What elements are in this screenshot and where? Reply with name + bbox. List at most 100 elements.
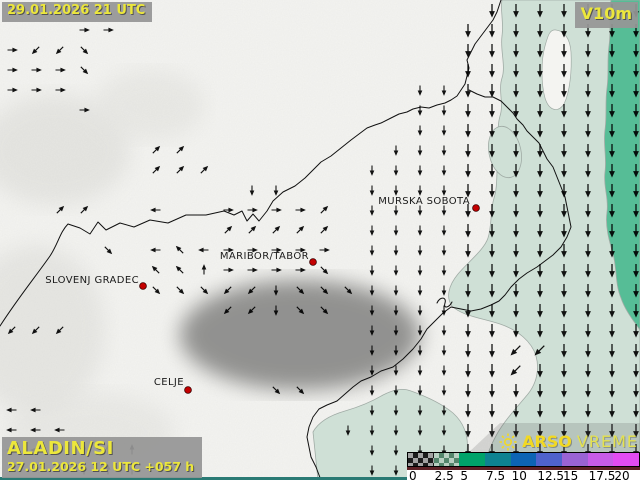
wind-arrow [200, 165, 209, 174]
wind-arrow [465, 24, 471, 38]
wind-arrow [272, 386, 281, 395]
wind-arrow [201, 264, 207, 275]
wind-arrow [633, 264, 639, 278]
legend-tick-label: 7.5 [486, 469, 506, 480]
wind-arrow [417, 125, 423, 136]
wind-arrow [176, 145, 185, 154]
wind-arrow [56, 205, 65, 214]
border-line [436, 297, 453, 308]
wind-arrow [417, 305, 423, 316]
legend-color-cell [459, 453, 486, 466]
wind-arrow [513, 184, 519, 198]
wind-arrow [223, 306, 232, 315]
wind-arrow [393, 365, 399, 376]
watermark-arso: ARSO [522, 432, 572, 451]
wind-arrow [320, 266, 329, 275]
wind-arrow [441, 425, 447, 436]
wind-arrow [561, 224, 567, 238]
wind-arrow [585, 424, 591, 438]
variable-label: V10m [574, 2, 638, 29]
wind-arrow [441, 245, 447, 256]
wind-arrow [585, 344, 591, 358]
wind-arrow [513, 224, 519, 238]
wind-arrow [513, 264, 519, 278]
wind-arrow [561, 24, 567, 38]
wind-arrow [537, 164, 543, 178]
wind-arrow [585, 404, 591, 418]
legend-tick-label: 2.5 [434, 469, 454, 480]
wind-arrow [633, 384, 639, 398]
wind-arrow [561, 44, 567, 58]
wind-arrow [609, 124, 615, 138]
wind-arrow [609, 204, 615, 218]
watermark-shade-band [468, 423, 640, 453]
legend-tick-labels: 0 2.5 5 7.5 10 12.5 15 17.5 20 [407, 469, 640, 480]
city-label: MURSKA SOBOTA [378, 196, 470, 207]
wind-arrow [369, 325, 375, 336]
wind-arrow [633, 224, 639, 238]
legend-color-cell [408, 453, 434, 466]
wind-arrow [417, 405, 423, 416]
wind-arrow [489, 144, 495, 158]
wind-arrow [561, 164, 567, 178]
model-info-box: ALADIN/SI 27.01.2026 12 UTC +057 h [2, 436, 203, 478]
wind-arrow [561, 404, 567, 418]
legend-color-cell [613, 453, 640, 466]
wind-arrow [224, 225, 233, 234]
valid-time-label: 29.01.2026 21 UTC [2, 2, 153, 22]
city-dot [184, 386, 192, 394]
wind-arrow [296, 306, 305, 315]
wind-arrow [489, 224, 495, 238]
wind-arrow [271, 267, 282, 273]
wind-arrow [152, 286, 161, 295]
wind-arrow [609, 284, 615, 298]
wind-arrow [247, 207, 258, 213]
wind-arrow [537, 104, 543, 118]
wind-arrow [441, 165, 447, 176]
wind-arrow [609, 404, 615, 418]
wind-arrow [369, 465, 375, 476]
wind-arrow [417, 425, 423, 436]
calm-hole-region [541, 29, 572, 110]
wind-arrow [585, 124, 591, 138]
wind-arrow [513, 144, 519, 158]
wind-arrow [176, 286, 185, 295]
wind-arrow [561, 104, 567, 118]
wind-arrow [441, 365, 447, 376]
wind-arrow [633, 424, 639, 438]
wind-arrow [441, 185, 447, 196]
wind-arrow [273, 285, 279, 296]
wind-arrow [393, 285, 399, 296]
wind-arrow [537, 424, 543, 438]
wind-arrow [417, 185, 423, 196]
country-borders [0, 0, 572, 480]
wind-arrow [561, 324, 567, 338]
wind-arrow [534, 345, 545, 356]
wind-arrow [465, 184, 471, 198]
wind-arrow [489, 184, 495, 198]
wind-arrow [585, 304, 591, 318]
wind-arrow [585, 204, 591, 218]
wind-arrow [393, 385, 399, 396]
wind-arrow [30, 407, 41, 413]
wind-arrow [393, 345, 399, 356]
wind-arrow [31, 87, 42, 93]
wind-arrow [513, 24, 519, 38]
wind-arrow [417, 325, 423, 336]
wind-arrow [369, 205, 375, 216]
wind-arrow [223, 247, 234, 253]
wind-arrow [344, 286, 353, 295]
wind-arrow [393, 265, 399, 276]
wind-arrow [513, 124, 519, 138]
legend-color-cell [587, 453, 614, 466]
city-label: SLOVENJ GRADEC [45, 275, 139, 286]
wind-arrow [585, 244, 591, 258]
wind-arrow [489, 44, 495, 58]
legend-color-cell [510, 453, 537, 466]
wind-arrow [561, 384, 567, 398]
wind-arrow [248, 225, 257, 234]
wind-arrow [537, 364, 543, 378]
bottom-edge-strip [0, 477, 407, 480]
model-run-label: 27.01.2026 12 UTC +057 h [7, 458, 195, 474]
city-markers: MURSKA SOBOTA MARIBOR/TABOR SLOVENJ GRADEC… [45, 196, 480, 394]
